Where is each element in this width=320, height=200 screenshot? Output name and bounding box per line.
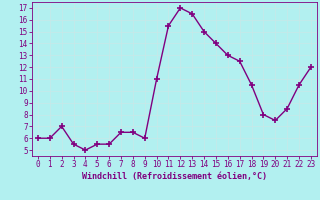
X-axis label: Windchill (Refroidissement éolien,°C): Windchill (Refroidissement éolien,°C) <box>82 172 267 181</box>
